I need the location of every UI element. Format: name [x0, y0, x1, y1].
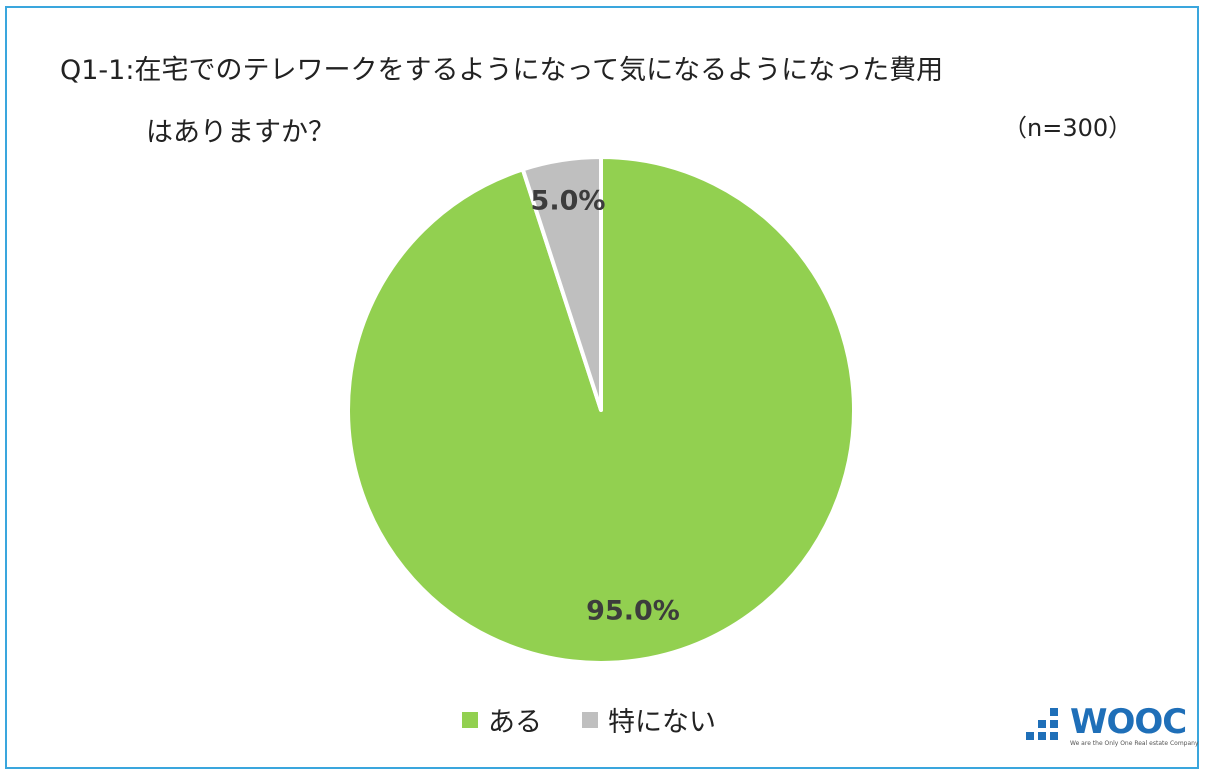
sample-size-label: （n=300）: [1003, 114, 1133, 142]
legend-swatch-aru: [462, 711, 478, 728]
data-label-tokuninai: 5.0%: [531, 186, 606, 217]
legend-swatch-tokuninai: [582, 711, 598, 728]
legend-label-aru: ある: [488, 707, 542, 738]
logo-wordmark: WOOC: [1070, 702, 1187, 742]
title-line-2: はありますか？: [146, 117, 335, 148]
legend-label-tokuninai: 特にない: [608, 707, 716, 738]
logo-tagline: We are the Only One Real estate Company: [1070, 740, 1199, 747]
legend-item-aru: ある: [462, 700, 542, 739]
wooc-logo: WOOC We are the Only One Real estate Com…: [1024, 702, 1199, 750]
legend-item-tokuninai: 特にない: [582, 700, 716, 739]
chart-title: Q1-1:在宅でのテレワークをするようになって気になるようになった費用はあります…: [60, 40, 943, 164]
legend: ある 特にない: [462, 700, 756, 739]
title-line-1: Q1-1:在宅でのテレワークをするようになって気になるようになった費用: [60, 55, 944, 86]
data-label-aru: 95.0%: [586, 596, 680, 627]
pie-slice-tokuninai: [520, 155, 603, 412]
logo-blocks-icon: [1026, 708, 1058, 740]
